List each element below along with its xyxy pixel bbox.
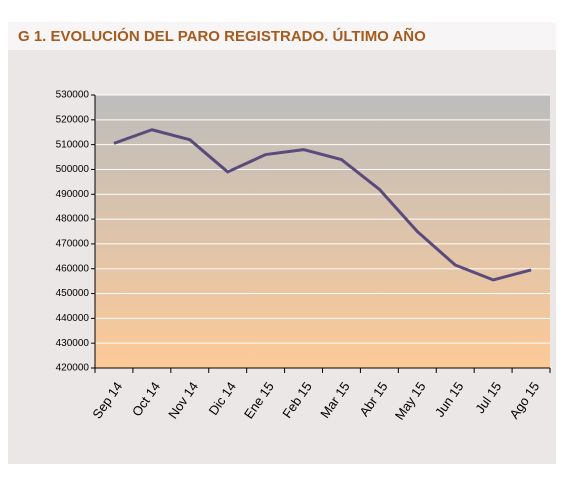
y-tick-label: 420000 <box>56 363 90 374</box>
y-tick-label: 480000 <box>56 214 90 225</box>
y-tick-label: 530000 <box>56 90 90 101</box>
y-tick-label: 490000 <box>56 189 90 200</box>
y-tick-label: 500000 <box>56 164 90 175</box>
y-tick-label: 520000 <box>56 114 90 125</box>
chart-title: G 1. EVOLUCIÓN DEL PARO REGISTRADO. ÚLTI… <box>18 27 426 45</box>
plot-area <box>95 95 550 368</box>
data-line <box>113 128 532 282</box>
y-tick-label: 510000 <box>56 139 90 150</box>
y-tick-label: 440000 <box>56 313 90 324</box>
y-tick-label: 470000 <box>56 239 90 250</box>
title-bar <box>8 22 556 50</box>
y-tick-label: 450000 <box>56 288 90 299</box>
y-tick-label: 430000 <box>56 338 90 349</box>
y-tick-label: 460000 <box>56 263 90 274</box>
